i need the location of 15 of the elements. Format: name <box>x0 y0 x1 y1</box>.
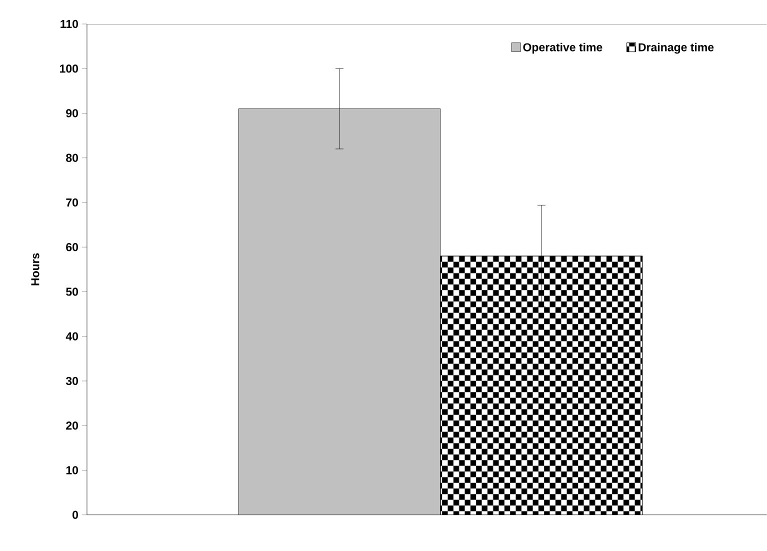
y-tick-label: 100 <box>60 64 78 73</box>
y-tick-label: 40 <box>66 332 78 341</box>
y-tick-label: 110 <box>60 20 78 28</box>
legend-label: Operative time <box>523 42 602 54</box>
y-tick-label: 80 <box>66 154 78 162</box>
y-tick-label: 50 <box>66 288 78 296</box>
y-tick-label: 20 <box>66 422 78 430</box>
legend-label: Drainage time <box>638 42 714 54</box>
y-tick-label: 0 <box>72 510 78 519</box>
y-tick-label: 10 <box>66 466 78 474</box>
y-tick-label: 90 <box>66 109 78 118</box>
y-axis-title: Hours <box>31 253 40 286</box>
y-tick-label: 30 <box>66 376 78 386</box>
y-tick-label: 60 <box>66 243 78 252</box>
y-tick-label: 70 <box>66 198 78 207</box>
